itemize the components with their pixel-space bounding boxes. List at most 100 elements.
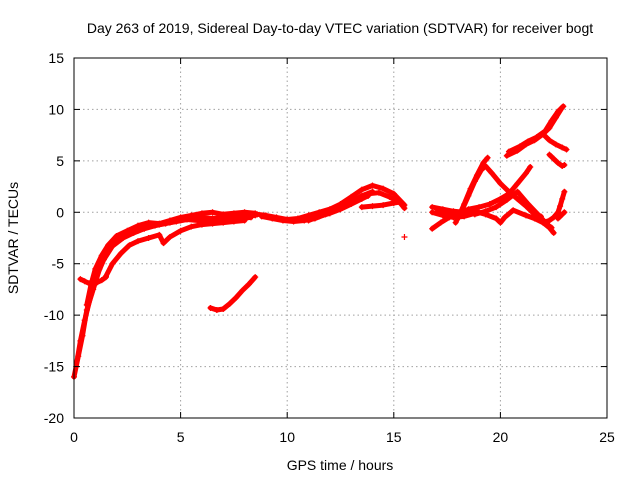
data-point-marker: [160, 240, 167, 247]
ticks-layer: 0 5 10 15 20 25 -20 -15 -10 -5 0 5 10 15: [44, 50, 615, 445]
data-point-marker: [130, 229, 137, 236]
series-track-18: [454, 154, 491, 222]
data-point-marker: [429, 209, 436, 216]
data-point-marker: [207, 304, 214, 311]
data-point-marker: [546, 137, 553, 144]
data-point-marker: [516, 143, 523, 150]
data-point-marker: [386, 193, 393, 200]
data-point-marker: [194, 217, 201, 224]
data-point-marker: [188, 223, 195, 230]
data-point-marker: [245, 281, 252, 288]
data-point-marker: [233, 294, 240, 301]
data-point-marker: [254, 211, 261, 218]
data-point-marker: [156, 231, 163, 238]
data-point-marker: [348, 201, 355, 208]
data-point-marker: [471, 210, 478, 217]
data-point-marker: [316, 213, 323, 220]
data-point-marker: [486, 201, 493, 208]
data-point-marker: [514, 195, 521, 202]
data-point-marker: [467, 185, 474, 192]
data-point-marker: [358, 186, 365, 193]
x-axis-label: GPS time / hours: [287, 457, 394, 473]
data-point-marker: [134, 222, 141, 229]
data-point-marker: [537, 213, 544, 220]
data-point-marker: [198, 221, 205, 228]
data-point-marker: [476, 204, 483, 211]
data-point-marker: [258, 213, 265, 220]
series-trace: [455, 155, 491, 221]
data-point-marker: [550, 229, 557, 236]
data-point-marker: [241, 217, 248, 224]
data-point-marker: [358, 204, 365, 211]
data-point-marker: [554, 215, 561, 222]
data-point-marker: [198, 210, 205, 217]
data-point-marker: [290, 218, 297, 225]
data-point-marker: [473, 172, 480, 179]
data-point-marker: [554, 209, 561, 216]
series-track-6: [207, 274, 259, 313]
data-point-marker: [561, 209, 568, 216]
data-point-marker: [369, 188, 376, 195]
y-tick-label: -5: [52, 256, 65, 272]
data-point-marker: [540, 131, 547, 138]
data-point-marker: [81, 278, 88, 285]
y-axis-label: SDTVAR / TECUs: [5, 182, 21, 294]
data-point-marker: [134, 238, 141, 245]
series-track-5: [77, 274, 109, 288]
data-point-marker: [105, 242, 112, 249]
series-track-10: [316, 192, 372, 220]
data-point-marker: [220, 305, 227, 312]
data-point-marker: [145, 235, 152, 241]
data-point-marker: [166, 233, 173, 240]
y-tick-label: 10: [48, 101, 64, 117]
data-point-marker: [220, 211, 227, 218]
data-point-marker: [380, 202, 387, 209]
data-point-marker: [505, 188, 512, 195]
data-point-marker: [548, 117, 555, 124]
data-point-marker: [559, 144, 566, 151]
data-point-marker: [230, 210, 237, 217]
data-point-marker: [461, 201, 468, 208]
data-point-marker: [546, 151, 553, 158]
chart-title: Day 263 of 2019, Sidereal Day-to-day VTE…: [87, 20, 593, 36]
data-point-marker: [461, 213, 468, 220]
data-point-marker: [156, 220, 163, 227]
data-point-marker: [559, 195, 566, 202]
data-point-marker: [554, 108, 561, 115]
data-point-marker: [531, 211, 538, 218]
data-point-marker: [561, 188, 568, 195]
data-point-marker: [527, 164, 534, 171]
data-point-marker: [482, 211, 489, 218]
data-point-marker: [94, 279, 101, 286]
data-point-marker: [510, 207, 517, 214]
data-point-marker: [145, 219, 152, 226]
data-point-marker: [98, 252, 105, 259]
data-point-marker: [348, 193, 355, 200]
data-point-marker: [525, 138, 532, 145]
data-point-marker: [126, 242, 133, 249]
data-point-marker: [401, 233, 408, 240]
series-track-16: [429, 209, 478, 221]
data-point-marker: [90, 281, 97, 288]
data-point-marker: [505, 148, 512, 155]
data-point-marker: [375, 189, 382, 196]
data-point-marker: [397, 199, 404, 205]
data-point-marker: [550, 214, 557, 221]
data-point-marker: [117, 250, 124, 257]
data-point-marker: [546, 224, 553, 231]
data-point-marker: [552, 141, 559, 148]
data-point-marker: [480, 159, 487, 166]
data-point-marker: [209, 220, 216, 227]
data-point-marker: [279, 217, 286, 224]
grid-layer: [74, 58, 607, 418]
data-point-marker: [230, 218, 237, 225]
data-point-marker: [454, 215, 461, 222]
data-point-marker: [522, 170, 529, 177]
data-point-marker: [124, 227, 131, 234]
series-track-4: [102, 217, 248, 280]
y-tick-label: 15: [48, 50, 64, 66]
data-point-marker: [369, 203, 376, 210]
x-tick-label: 20: [493, 429, 509, 445]
